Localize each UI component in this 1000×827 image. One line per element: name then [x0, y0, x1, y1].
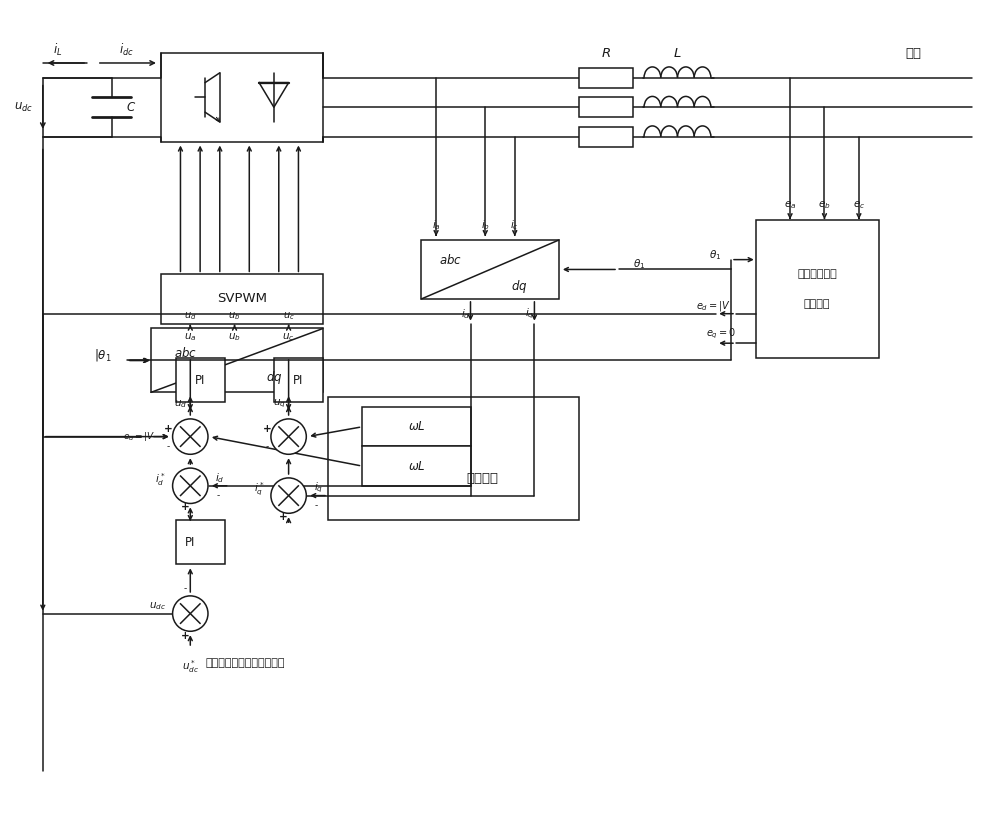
- Text: PI: PI: [293, 374, 304, 386]
- Text: -: -: [216, 491, 219, 500]
- Text: +: +: [181, 631, 190, 641]
- Text: $u_{dc}^*$: $u_{dc}^*$: [182, 657, 199, 675]
- Text: $i_c$: $i_c$: [510, 218, 519, 232]
- Bar: [176, 358, 225, 402]
- Bar: [756, 220, 879, 358]
- Text: $u_c$: $u_c$: [283, 310, 295, 322]
- Text: $dq$: $dq$: [266, 369, 282, 386]
- Text: $i_d$: $i_d$: [215, 471, 225, 485]
- Text: $i_{dc}$: $i_{dc}$: [119, 42, 134, 58]
- Text: $u_b$: $u_b$: [228, 310, 241, 322]
- Text: +: +: [279, 512, 288, 522]
- Text: $i_d^*$: $i_d^*$: [155, 471, 166, 488]
- Text: $e_q=0$: $e_q=0$: [706, 326, 736, 341]
- Text: $u_c$: $u_c$: [282, 332, 295, 343]
- Circle shape: [173, 596, 208, 631]
- Text: 内环电流: 内环电流: [467, 472, 499, 485]
- Bar: [161, 275, 323, 323]
- Text: $u_d$: $u_d$: [184, 310, 197, 322]
- Text: $u_a$: $u_a$: [184, 332, 197, 343]
- Circle shape: [173, 419, 208, 454]
- Text: $\theta_1$: $\theta_1$: [709, 248, 721, 261]
- Text: $abc$: $abc$: [174, 346, 197, 360]
- Bar: [421, 240, 559, 299]
- Text: 电网: 电网: [905, 46, 921, 60]
- Text: PI: PI: [195, 374, 205, 386]
- Text: -: -: [265, 442, 269, 451]
- Text: $i_q^*$: $i_q^*$: [254, 481, 264, 499]
- Text: $u_b$: $u_b$: [228, 332, 241, 343]
- Text: $\omega L$: $\omega L$: [408, 420, 425, 433]
- Text: $i_q$: $i_q$: [314, 480, 323, 495]
- Text: $u_q$: $u_q$: [273, 398, 286, 410]
- Text: $i_b$: $i_b$: [481, 218, 490, 232]
- Text: $L$: $L$: [673, 46, 681, 60]
- Bar: [579, 98, 633, 117]
- Text: $e_a$: $e_a$: [784, 199, 796, 212]
- Text: $i_L$: $i_L$: [53, 42, 62, 58]
- Text: $\theta_1$: $\theta_1$: [633, 258, 645, 271]
- Text: $e_b$: $e_b$: [818, 199, 831, 212]
- Text: -: -: [184, 585, 187, 594]
- Text: 电压空间矢量: 电压空间矢量: [797, 270, 837, 280]
- Text: $dq$: $dq$: [511, 278, 528, 294]
- Text: $\omega L$: $\omega L$: [408, 460, 425, 472]
- Text: $e_d=|V$: $e_d=|V$: [123, 430, 156, 443]
- Circle shape: [173, 468, 208, 504]
- Text: $i_a$: $i_a$: [432, 218, 441, 232]
- Text: $u_{dc}$: $u_{dc}$: [14, 101, 33, 114]
- Text: PI: PI: [185, 536, 195, 549]
- Text: $C$: $C$: [126, 101, 136, 114]
- Text: $|\theta_1$: $|\theta_1$: [94, 347, 112, 364]
- Text: $i_q$: $i_q$: [525, 307, 534, 321]
- Text: 外环直流测电压、功率因数: 外环直流测电压、功率因数: [205, 657, 285, 668]
- Text: +: +: [181, 502, 190, 513]
- Text: $u_d$: $u_d$: [174, 399, 187, 410]
- Text: $u_{dc}$: $u_{dc}$: [149, 600, 166, 612]
- Bar: [579, 68, 633, 88]
- Text: $abc$: $abc$: [439, 252, 462, 266]
- Bar: [274, 358, 323, 402]
- Bar: [161, 53, 323, 141]
- Bar: [362, 447, 471, 485]
- Circle shape: [271, 478, 306, 514]
- Circle shape: [271, 419, 306, 454]
- Text: 定向计算: 定向计算: [804, 299, 830, 308]
- Text: SVPWM: SVPWM: [217, 293, 267, 305]
- Bar: [151, 328, 323, 392]
- Bar: [176, 520, 225, 564]
- Text: $e_d=|V$: $e_d=|V$: [696, 299, 731, 313]
- Bar: [362, 407, 471, 447]
- Text: $R$: $R$: [601, 46, 611, 60]
- Text: -: -: [167, 442, 170, 451]
- Text: $e_c$: $e_c$: [853, 199, 865, 212]
- Text: +: +: [263, 423, 271, 433]
- Text: +: +: [164, 423, 173, 433]
- Text: $i_d$: $i_d$: [461, 307, 471, 321]
- Text: -: -: [315, 501, 318, 510]
- Bar: [328, 397, 579, 520]
- Bar: [579, 127, 633, 146]
